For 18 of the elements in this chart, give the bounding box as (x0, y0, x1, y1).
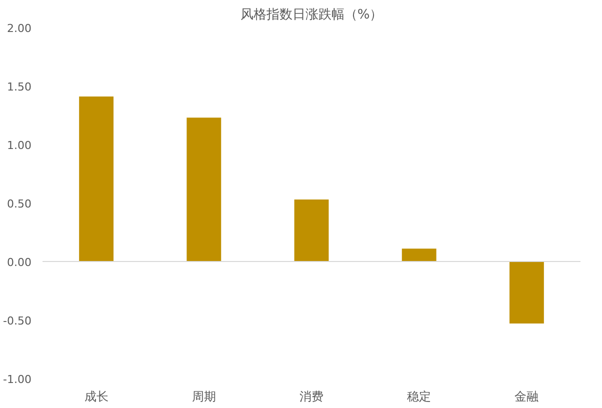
y-tick-label: -0.50 (3, 314, 32, 328)
bar (402, 248, 436, 262)
x-tick-label: 周期 (192, 390, 216, 404)
y-tick-label: -1.00 (3, 373, 32, 386)
y-tick-label: 0.00 (7, 256, 32, 269)
chart-title: 风格指数日涨跌幅（%） (240, 8, 383, 22)
y-tick-label: 0.50 (7, 198, 32, 210)
y-tick-label: 1.00 (7, 139, 32, 152)
y-tick-label: 1.50 (7, 80, 32, 94)
y-tick-label: 2.00 (7, 22, 32, 35)
bar (79, 96, 114, 262)
x-tick-label: 金融 (514, 390, 539, 404)
bar (294, 199, 329, 262)
bar (186, 118, 222, 262)
x-tick-label: 稳定 (407, 390, 432, 404)
x-tick-label: 成长 (84, 390, 108, 404)
x-tick-label: 消费 (300, 390, 324, 404)
bar (509, 262, 544, 324)
